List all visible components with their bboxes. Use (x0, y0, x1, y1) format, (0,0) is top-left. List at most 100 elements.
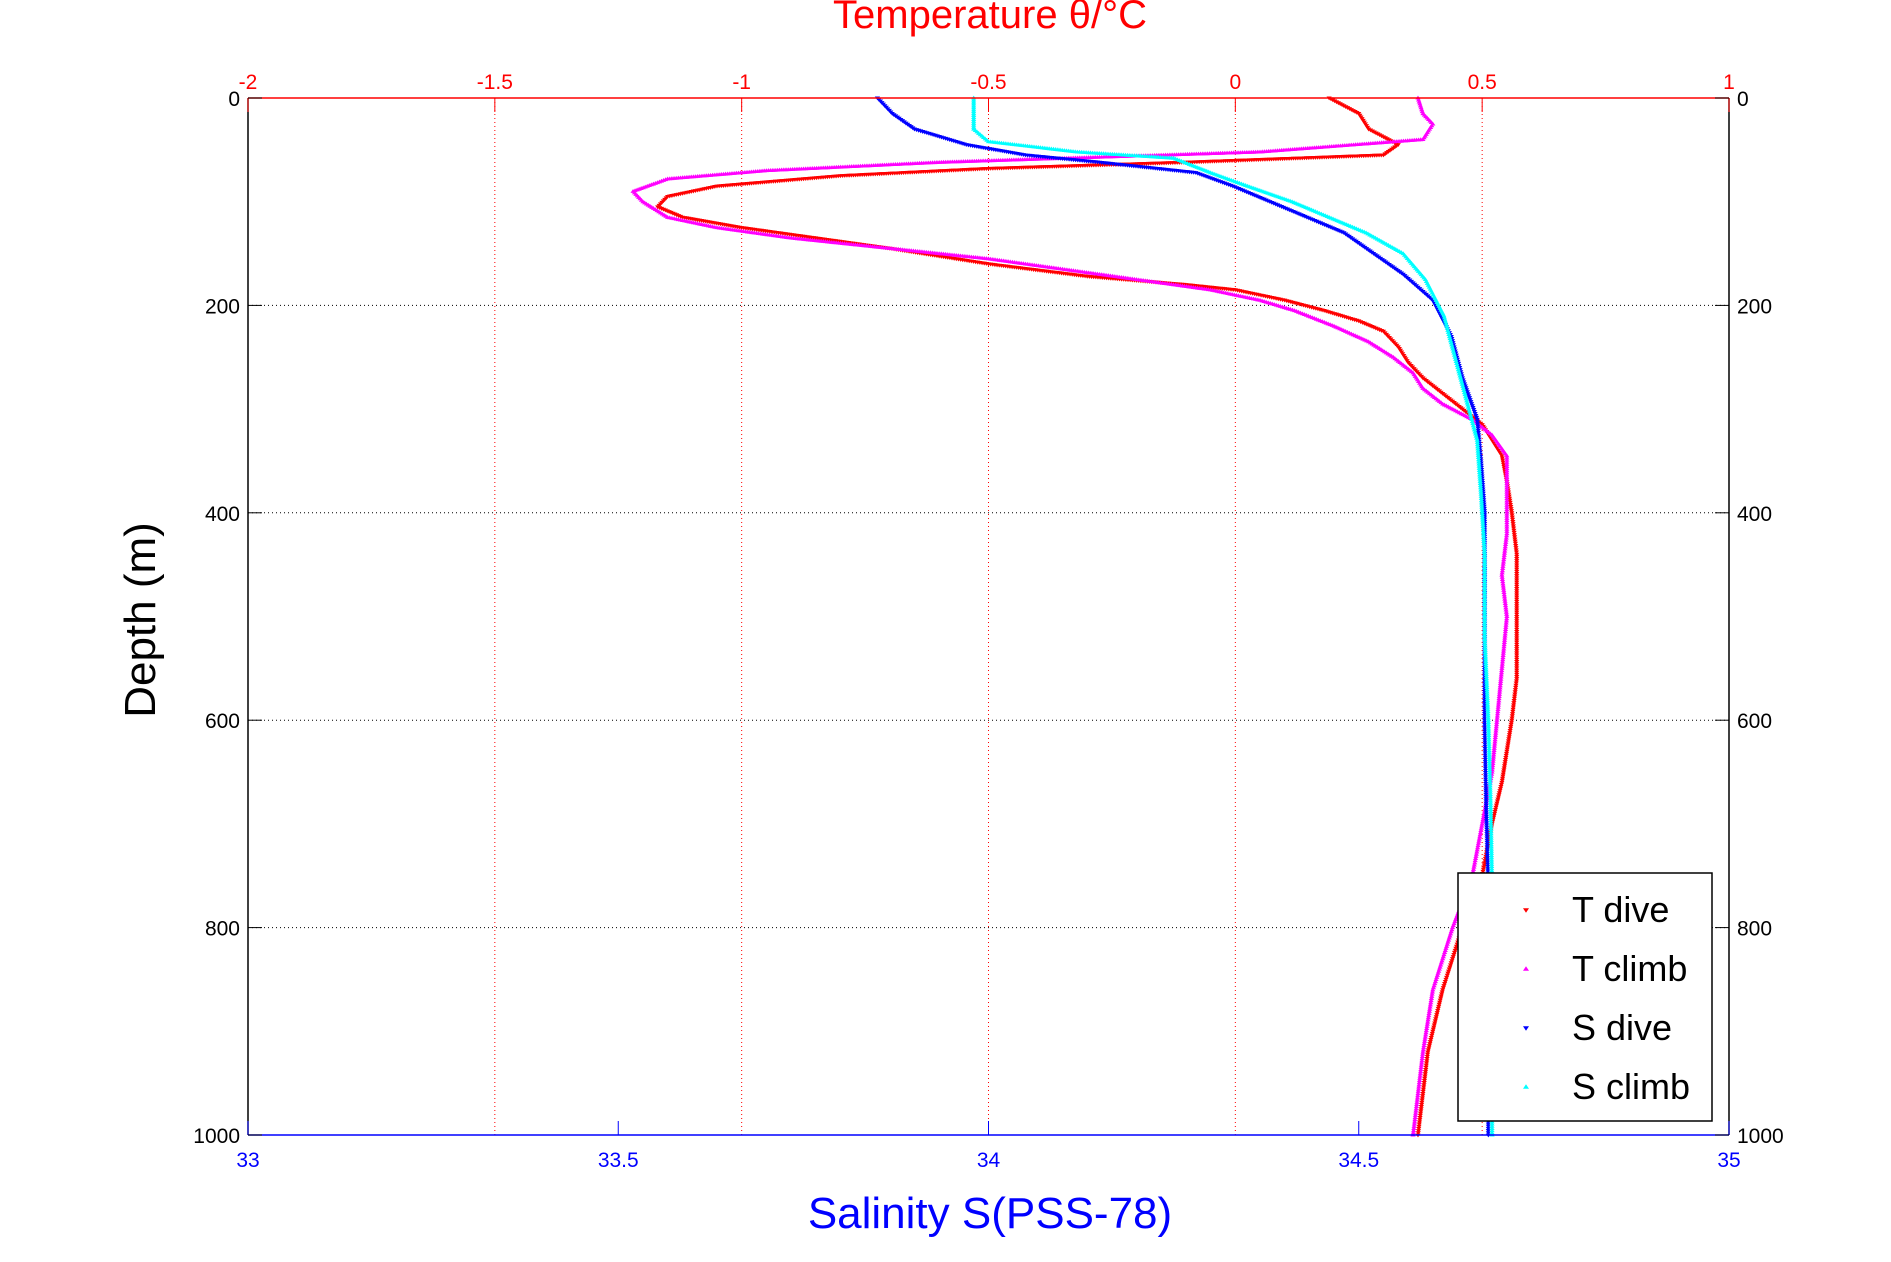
data-point (1429, 1031, 1435, 1036)
data-point (1488, 805, 1494, 810)
temperature-tick-label: -1 (732, 71, 751, 94)
data-point (1501, 637, 1508, 642)
data-point (1490, 756, 1496, 761)
data-point (1490, 754, 1497, 759)
data-point (1482, 613, 1488, 617)
data-point (1504, 616, 1510, 621)
data-point (1424, 1026, 1430, 1030)
data-point (1456, 369, 1462, 374)
data-point (1504, 479, 1510, 483)
data-point (1504, 507, 1510, 512)
data-point (1496, 691, 1503, 696)
data-point (1482, 630, 1488, 635)
data-point (1504, 491, 1510, 496)
data-point (1491, 743, 1498, 748)
data-point (1508, 509, 1515, 514)
data-point (1415, 1086, 1422, 1091)
data-point (1451, 950, 1458, 955)
data-point (1476, 459, 1482, 464)
data-point (1474, 847, 1480, 852)
data-point (1501, 640, 1507, 644)
data-point (1486, 752, 1492, 757)
data-point (1456, 371, 1463, 376)
data-point (1485, 706, 1491, 711)
data-point (1498, 672, 1504, 677)
data-point (1419, 1098, 1425, 1103)
data-point (1481, 547, 1487, 552)
data-point (1503, 618, 1510, 623)
data-point (1508, 722, 1514, 727)
data-point (1436, 1004, 1442, 1009)
data-point (1488, 822, 1494, 827)
data-point (1414, 1095, 1421, 1100)
data-point (1478, 828, 1484, 832)
legend-marker (1523, 966, 1529, 971)
data-point (1476, 836, 1482, 841)
data-point (1455, 367, 1461, 372)
data-point (1514, 557, 1520, 561)
data-point (1483, 775, 1489, 780)
data-point (1482, 610, 1488, 615)
data-point (1472, 860, 1478, 865)
data-point (1420, 1089, 1426, 1094)
data-point (1499, 661, 1505, 666)
data-point (1435, 1009, 1441, 1013)
data-point (1447, 336, 1453, 341)
data-point (1480, 528, 1486, 533)
data-point (1485, 720, 1491, 724)
data-point (1484, 851, 1491, 856)
data-point (1500, 648, 1507, 653)
data-point (1491, 750, 1497, 755)
data-point (1484, 856, 1491, 861)
data-point (1494, 720, 1500, 724)
data-point (1504, 531, 1510, 536)
data-point (1502, 633, 1508, 638)
data-point (1419, 109, 1425, 114)
data-point (1485, 860, 1491, 865)
data-point (1504, 515, 1510, 520)
data-point (1474, 435, 1480, 440)
data-point (1496, 696, 1502, 701)
data-point (1490, 761, 1496, 765)
data-point (1514, 597, 1520, 602)
data-point (1505, 741, 1511, 746)
data-point (1484, 682, 1490, 687)
data-point (1471, 425, 1477, 430)
data-point (1416, 1084, 1422, 1089)
data-point (1428, 1035, 1434, 1040)
data-point (1482, 727, 1488, 732)
data-point (1419, 1060, 1425, 1065)
data-point (1478, 487, 1484, 492)
data-point (1482, 584, 1488, 589)
data-point (1417, 1111, 1424, 1116)
data-point (1451, 352, 1458, 357)
data-point (1482, 766, 1489, 771)
data-point (1485, 858, 1491, 863)
data-point (1421, 1045, 1427, 1050)
data-point (1479, 509, 1485, 513)
data-point (1482, 639, 1488, 644)
data-point (1480, 817, 1486, 822)
data-point (1502, 598, 1508, 603)
data-point (1453, 359, 1459, 363)
data-point (1475, 431, 1481, 435)
data-point (1504, 494, 1510, 498)
data-point (1489, 859, 1495, 864)
data-point (1490, 758, 1496, 763)
data-point (1441, 952, 1447, 957)
data-point (1419, 1102, 1425, 1107)
data-point (1506, 737, 1512, 742)
data-point (1499, 577, 1506, 581)
data-point (1488, 835, 1494, 840)
temperature-tick-label: -1.5 (477, 71, 513, 94)
data-point (1436, 968, 1442, 973)
data-point (1482, 580, 1488, 585)
data-point (1420, 1051, 1426, 1056)
data-point (1481, 541, 1487, 546)
data-point (1511, 698, 1517, 703)
data-point (1504, 472, 1510, 477)
data-point (1461, 390, 1468, 395)
data-point (1509, 513, 1515, 518)
data-point (1423, 1067, 1429, 1072)
data-point (1414, 1102, 1420, 1106)
